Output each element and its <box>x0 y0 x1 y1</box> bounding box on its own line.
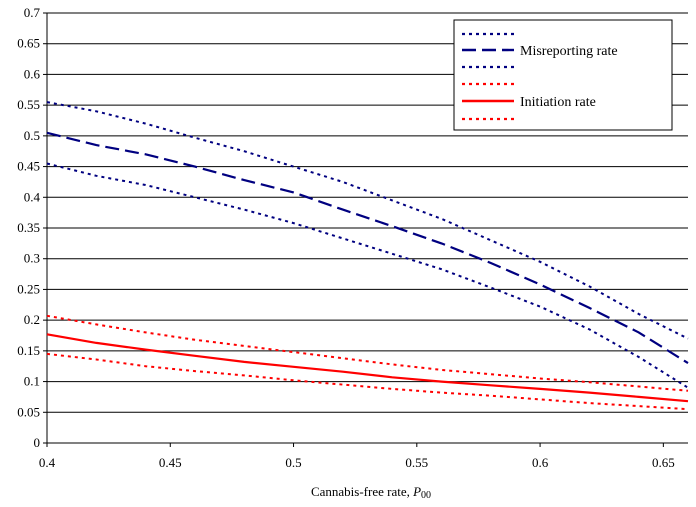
y-tick-label: 0.65 <box>17 36 40 51</box>
legend-label-2: Misreporting rate <box>520 44 618 59</box>
series-group <box>46 101 689 411</box>
series-line-4 <box>46 314 689 392</box>
x-tick-label: 0.45 <box>159 455 182 470</box>
series-line-5 <box>46 333 689 403</box>
series-line-3 <box>46 162 689 389</box>
y-tick-label: 0.7 <box>24 5 41 20</box>
x-tick-label: 0.4 <box>39 455 56 470</box>
x-axis-title: Cannabis-free rate, P00 <box>311 484 431 501</box>
y-tick-label: 0.4 <box>24 189 41 204</box>
series-line-2 <box>46 131 689 365</box>
y-tick-label: 0.45 <box>17 159 40 174</box>
x-tick-label: 0.65 <box>652 455 675 470</box>
y-tick-label: 0.1 <box>24 374 40 389</box>
y-tick-label: 0.3 <box>24 251 40 266</box>
y-tick-label: 0.2 <box>24 312 40 327</box>
y-tick-label: 0.55 <box>17 97 40 112</box>
y-tick-label: 0 <box>34 435 41 450</box>
series-line-6 <box>46 352 689 411</box>
y-tick-label: 0.5 <box>24 128 40 143</box>
legend-label-5: Initiation rate <box>520 95 596 110</box>
x-axis-title-text: Cannabis-free rate, <box>311 484 413 499</box>
tick-labels: 0 0.05 0.1 0.15 0.2 0.25 0.3 0.35 0.4 0.45 0.5 0.55… <box>17 5 674 470</box>
y-tick-label: 0.15 <box>17 343 40 358</box>
x-tick-label: 0.6 <box>532 455 549 470</box>
y-tick-label: 0.05 <box>17 404 40 419</box>
x-tick-label: 0.55 <box>405 455 428 470</box>
x-axis-title-subscript: 00 <box>421 490 431 501</box>
axes <box>43 12 688 447</box>
y-tick-label: 0.25 <box>17 281 40 296</box>
x-axis-title-symbol: P <box>412 484 421 499</box>
x-tick-label: 0.5 <box>285 455 301 470</box>
y-tick-label: 0.35 <box>17 220 40 235</box>
y-tick-label: 0.6 <box>24 66 41 81</box>
legend: Misreporting rate Initiation rate <box>453 19 673 131</box>
series-line-1 <box>46 101 689 340</box>
legend-box <box>453 19 673 131</box>
